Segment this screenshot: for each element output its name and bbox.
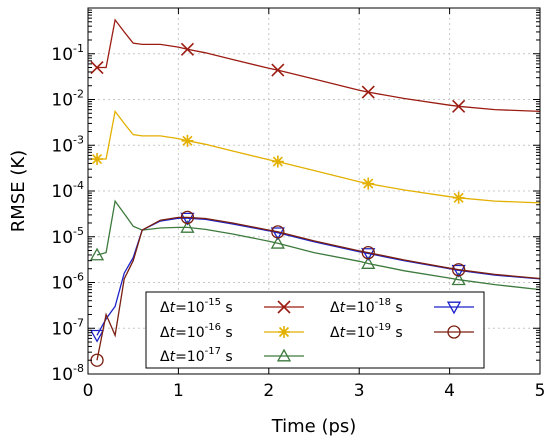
legend-marker bbox=[447, 325, 461, 339]
y-tick-label: 10-1 bbox=[51, 42, 84, 65]
legend-label: Δt=10-17 s bbox=[160, 346, 233, 365]
legend-label: Δt=10-15 s bbox=[160, 297, 233, 316]
data-point-marker bbox=[271, 63, 285, 77]
x-axis-title: Time (ps) bbox=[271, 416, 357, 437]
series-2 bbox=[91, 109, 541, 204]
series-line bbox=[96, 199, 541, 291]
legend-entry-5: Δt=10-19 s bbox=[330, 322, 474, 341]
y-tick-label: 10-6 bbox=[51, 271, 84, 294]
x-tick-label: 5 bbox=[535, 381, 546, 401]
data-point-marker bbox=[271, 225, 285, 239]
data-point-marker bbox=[90, 60, 104, 75]
legend-box bbox=[145, 291, 485, 369]
legend-label: Δt=10-18 s bbox=[330, 297, 403, 316]
series-3 bbox=[89, 199, 541, 291]
data-point-marker bbox=[91, 153, 104, 166]
data-point-marker bbox=[181, 134, 194, 147]
data-point-marker bbox=[362, 177, 375, 190]
data-point-marker bbox=[180, 220, 195, 233]
data-point-marker bbox=[89, 329, 105, 343]
data-point-marker bbox=[270, 235, 285, 249]
data-point-marker bbox=[361, 85, 375, 99]
data-point-marker bbox=[361, 248, 376, 261]
data-point-marker bbox=[452, 99, 466, 113]
y-axis-title: RMSE (K) bbox=[8, 150, 29, 232]
series-line bbox=[96, 216, 541, 361]
y-tick-label: 10-3 bbox=[51, 133, 84, 156]
legend: Δt=10-15 s Δt=10-16 s Δt=10-17 s Δt=10-18 s… bbox=[145, 291, 485, 369]
legend-label: Δt=10-19 s bbox=[330, 322, 403, 341]
axes: 0 1 2 3 4 5 10-1 10-2 10-3 10-4 10-5 10-6 10-7 10-8 bbox=[51, 8, 545, 401]
series-line bbox=[97, 109, 541, 204]
data-point-marker bbox=[90, 353, 104, 367]
x-tick-label: 4 bbox=[444, 381, 455, 401]
data-point-marker bbox=[361, 256, 376, 269]
data-point-marker bbox=[452, 191, 465, 204]
series-line bbox=[97, 18, 541, 113]
y-tick-label: 10-2 bbox=[51, 88, 84, 111]
data-point-marker bbox=[361, 245, 375, 260]
legend-entry-3: Δt=10-17 s bbox=[160, 346, 304, 365]
data-point-marker bbox=[180, 42, 195, 56]
series-5 bbox=[90, 210, 541, 367]
x-tick-label: 2 bbox=[263, 381, 274, 401]
series-1 bbox=[90, 18, 541, 113]
x-tick-label: 0 bbox=[83, 381, 94, 401]
y-tick-label: 10-5 bbox=[51, 225, 84, 248]
data-point-marker bbox=[89, 247, 105, 261]
legend-marker bbox=[446, 301, 462, 315]
data-point-marker bbox=[271, 155, 284, 168]
series-layer bbox=[89, 18, 541, 367]
y-tick-label: 10-4 bbox=[51, 179, 84, 202]
legend-label: Δt=10-16 s bbox=[160, 322, 233, 341]
y-tick-label: 10-7 bbox=[51, 316, 84, 339]
data-point-marker bbox=[180, 210, 195, 225]
x-tick-label: 1 bbox=[173, 381, 184, 401]
data-point-marker bbox=[270, 227, 285, 241]
x-tick-label: 3 bbox=[354, 381, 365, 401]
legend-marker bbox=[277, 300, 291, 314]
legend-marker bbox=[276, 348, 292, 362]
legend-entry-4: Δt=10-18 s bbox=[330, 297, 474, 316]
data-point-marker bbox=[180, 212, 195, 226]
legend-entry-1: Δt=10-15 s bbox=[160, 297, 304, 316]
data-point-marker bbox=[451, 263, 466, 277]
legend-entry-2: Δt=10-16 s bbox=[160, 322, 304, 341]
data-point-marker bbox=[451, 264, 466, 278]
data-point-marker bbox=[451, 272, 466, 286]
legend-marker bbox=[278, 326, 290, 338]
y-tick-label: 10-8 bbox=[51, 362, 84, 385]
